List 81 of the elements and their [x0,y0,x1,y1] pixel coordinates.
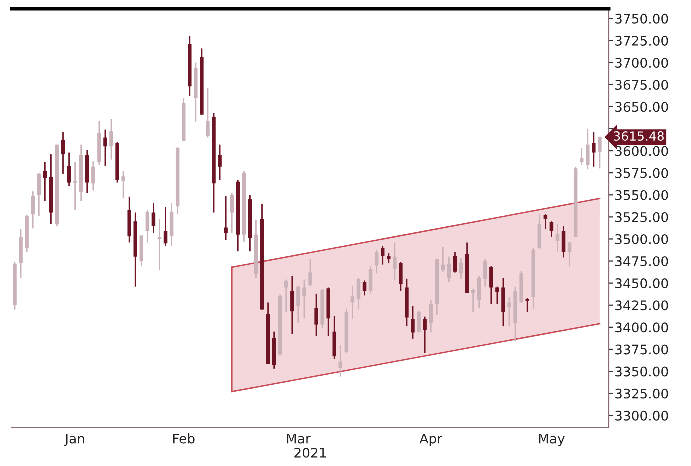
candlestick [429,299,433,334]
x-tick-label: Jan [64,434,84,446]
candlestick [61,132,66,175]
candlestick [423,316,427,354]
candlestick [568,241,572,268]
y-tick-label: 3350.00 [616,366,668,377]
y-tick-label: 3550.00 [616,190,668,200]
candlestick [314,293,318,337]
candlestick [284,279,288,314]
candlestick [224,195,228,241]
candlestick [538,214,542,250]
candlestick [92,160,96,192]
candlestick [296,285,300,324]
candlestick [350,285,355,320]
x-tick-label: Feb [173,434,195,444]
candlestick [526,298,530,314]
candlestick [556,224,560,254]
y-tick-label: 3675.00 [616,80,668,90]
y-tick-label: 3475.00 [616,256,668,266]
x-tick-label: May [539,434,565,446]
candlestick [592,132,596,168]
candlestick [447,256,452,284]
candlestick [598,136,602,170]
y-tick-label: 3575.00 [616,168,668,178]
candlestick [302,279,306,320]
candlestick [380,246,385,266]
y-tick-label: 3375.00 [616,344,668,355]
candlestick [230,192,234,234]
candlestick [453,252,458,274]
y-tick-label: 3650.00 [616,102,668,112]
candlestick [164,206,168,247]
candlestick [338,344,343,378]
candlestick [122,170,126,200]
y-tick-label: 3525.00 [616,212,668,222]
candlestick [562,225,566,258]
candlestick [477,276,482,309]
candlestick [580,148,584,166]
y-tick-label: 3300.00 [616,410,668,421]
candlestick [387,252,391,264]
candlestick [206,88,210,138]
candlestick [31,190,35,230]
candlestick [399,261,403,292]
x-axis-title: 2021 [294,448,326,458]
y-tick-label: 3425.00 [616,300,668,311]
y-tick-label: 3400.00 [616,322,668,333]
candlestick [308,258,312,287]
y-tick-label: 3325.00 [616,388,668,399]
candlestick [393,242,397,282]
y-tick-label: 3500.00 [616,234,668,244]
y-tick-label: 3700.00 [616,58,668,68]
candlestick [110,118,114,161]
x-tick-label: Apr [420,434,443,446]
y-tick-label: 3600.00 [616,146,668,156]
candlestick [496,286,500,306]
candlestick [374,249,379,274]
candlestick [152,202,156,234]
candlestick [544,214,548,230]
candlestick [218,144,222,181]
candlestick [411,306,415,340]
candlestick [37,172,42,217]
x-tick-label: Mar [287,434,311,444]
candlestick [490,266,494,306]
candlestick [362,280,367,296]
candlestick [586,128,590,170]
y-tick-label: 3725.00 [616,36,668,46]
y-tick-label: 3450.00 [616,278,668,289]
candlestick [43,162,48,202]
candlestick [368,266,373,295]
y-tick-label: 3750.00 [616,14,668,24]
candlestick [459,258,464,280]
candlestick [550,220,554,238]
candlestick [104,129,108,167]
candlestick [356,277,361,310]
candlestick [290,276,294,336]
candlestick [417,310,421,334]
candlestick [508,296,512,328]
candlestick [484,258,488,288]
candlestick [73,162,78,211]
candlestick [146,209,150,244]
candlestick [67,152,72,187]
text: 3615.48 [614,132,664,141]
